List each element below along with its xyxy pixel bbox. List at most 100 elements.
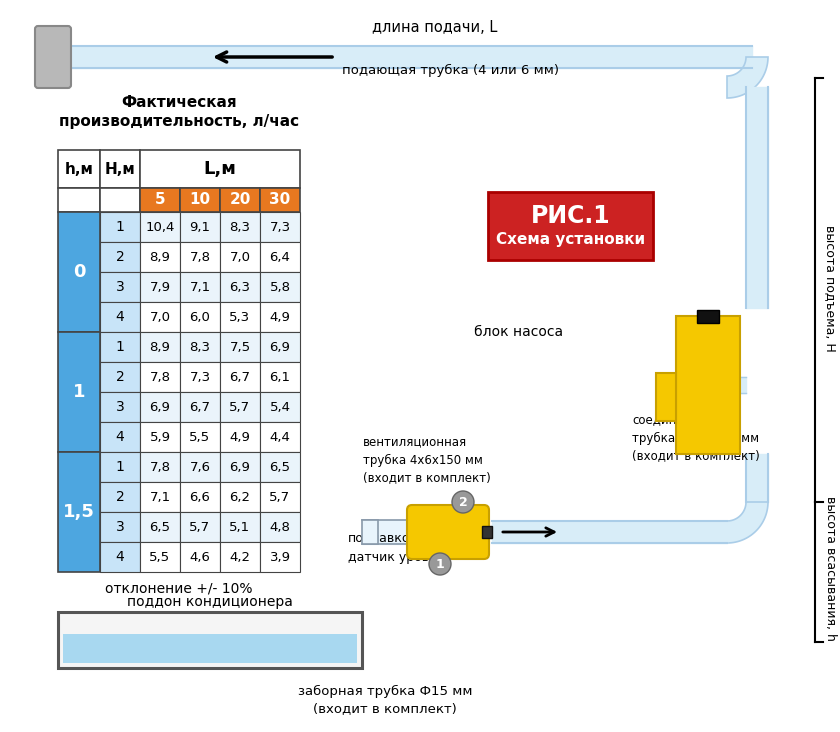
Text: 5,8: 5,8	[270, 280, 291, 294]
Bar	[140, 332, 180, 362]
Text: 1: 1	[436, 558, 444, 570]
Text: высота подъема, Н: высота подъема, Н	[823, 225, 837, 351]
Bar	[362, 520, 378, 544]
Text: 3: 3	[116, 280, 124, 294]
Polygon shape	[727, 502, 768, 543]
Text: 7,3: 7,3	[190, 370, 211, 384]
Bar	[260, 542, 300, 572]
Text: 4: 4	[116, 430, 124, 444]
Bar	[180, 422, 220, 452]
Text: 7,3: 7,3	[270, 220, 291, 234]
Bar	[260, 302, 300, 332]
Bar	[180, 302, 220, 332]
Bar	[140, 272, 180, 302]
Text: Фактическая
производительность, л/час: Фактическая производительность, л/час	[59, 95, 299, 129]
Bar	[140, 242, 180, 272]
Bar	[220, 332, 260, 362]
Bar	[100, 212, 140, 242]
Text: 6,0: 6,0	[190, 310, 211, 324]
Text: 5,5: 5,5	[190, 430, 211, 444]
Bar	[140, 212, 180, 242]
Text: 20: 20	[229, 193, 250, 207]
Bar	[100, 362, 140, 392]
Bar	[180, 242, 220, 272]
Bar	[180, 332, 220, 362]
Text: соединительная
трубка 5х7х2000 мм
(входит в комплект): соединительная трубка 5х7х2000 мм (входи…	[632, 414, 759, 463]
Bar	[58, 188, 100, 212]
Text: 5,4: 5,4	[270, 400, 291, 414]
Text: 7,8: 7,8	[190, 250, 211, 264]
Bar	[140, 188, 180, 212]
Text: 6,1: 6,1	[270, 370, 291, 384]
Bar	[100, 272, 140, 302]
Text: Схема установки: Схема установки	[496, 232, 645, 247]
Text: 5,3: 5,3	[229, 310, 250, 324]
Text: заборная трубка Ф15 мм
(входит в комплект): заборная трубка Ф15 мм (входит в комплек…	[297, 684, 472, 716]
Bar	[140, 482, 180, 512]
Bar	[100, 542, 140, 572]
Bar	[220, 362, 260, 392]
Text: 3: 3	[116, 520, 124, 534]
Text: 7,9: 7,9	[150, 280, 171, 294]
Text: 6,5: 6,5	[150, 520, 171, 534]
Text: 6,7: 6,7	[229, 370, 250, 384]
Bar	[220, 452, 260, 482]
Bar	[100, 512, 140, 542]
Text: 7,1: 7,1	[190, 280, 211, 294]
Bar	[140, 452, 180, 482]
Text: 8,9: 8,9	[150, 340, 171, 354]
Bar	[180, 512, 220, 542]
Text: 6,4: 6,4	[270, 250, 291, 264]
Text: 5,5: 5,5	[150, 550, 171, 564]
Text: 6,9: 6,9	[229, 460, 250, 474]
Text: 7,5: 7,5	[229, 340, 250, 354]
Bar	[260, 452, 300, 482]
Bar	[260, 482, 300, 512]
Bar	[656, 373, 676, 421]
Bar	[100, 392, 140, 422]
Bar	[58, 452, 100, 572]
Text: 4,9: 4,9	[270, 310, 291, 324]
Text: 10,4: 10,4	[145, 220, 175, 234]
Text: 4,6: 4,6	[190, 550, 211, 564]
Text: 5,7: 5,7	[229, 400, 250, 414]
Bar	[180, 392, 220, 422]
Bar	[260, 392, 300, 422]
Text: 7,8: 7,8	[150, 370, 171, 384]
Bar	[140, 512, 180, 542]
Bar	[180, 542, 220, 572]
Text: 1: 1	[116, 340, 124, 354]
Bar	[260, 332, 300, 362]
Text: поплавковый
датчик уровня: поплавковый датчик уровня	[348, 532, 445, 564]
Bar	[697, 310, 719, 323]
Text: длина подачи, L: длина подачи, L	[372, 20, 497, 34]
Text: 1: 1	[116, 220, 124, 234]
Bar	[100, 302, 140, 332]
Bar	[100, 150, 140, 188]
Text: 5: 5	[155, 193, 165, 207]
Text: 2: 2	[116, 250, 124, 264]
Circle shape	[429, 553, 451, 575]
Bar	[488, 192, 653, 260]
Text: 10: 10	[190, 193, 211, 207]
Bar	[100, 242, 140, 272]
Bar	[140, 422, 180, 452]
Text: 6,6: 6,6	[190, 490, 211, 504]
Bar	[180, 482, 220, 512]
Text: 6,9: 6,9	[270, 340, 291, 354]
Text: 4,8: 4,8	[270, 520, 291, 534]
Bar	[260, 512, 300, 542]
Text: 5,7: 5,7	[190, 520, 211, 534]
Text: отклонение +/- 10%: отклонение +/- 10%	[105, 581, 253, 595]
Text: высота всасывания, h: высота всасывания, h	[823, 496, 837, 640]
Bar	[220, 392, 260, 422]
Text: Н,м: Н,м	[105, 162, 135, 176]
Bar	[220, 242, 260, 272]
Text: 5,7: 5,7	[270, 490, 291, 504]
Text: 6,7: 6,7	[190, 400, 211, 414]
Bar	[180, 212, 220, 242]
Text: 9,1: 9,1	[190, 220, 211, 234]
Bar	[260, 272, 300, 302]
Bar	[100, 452, 140, 482]
Text: 6,2: 6,2	[229, 490, 250, 504]
